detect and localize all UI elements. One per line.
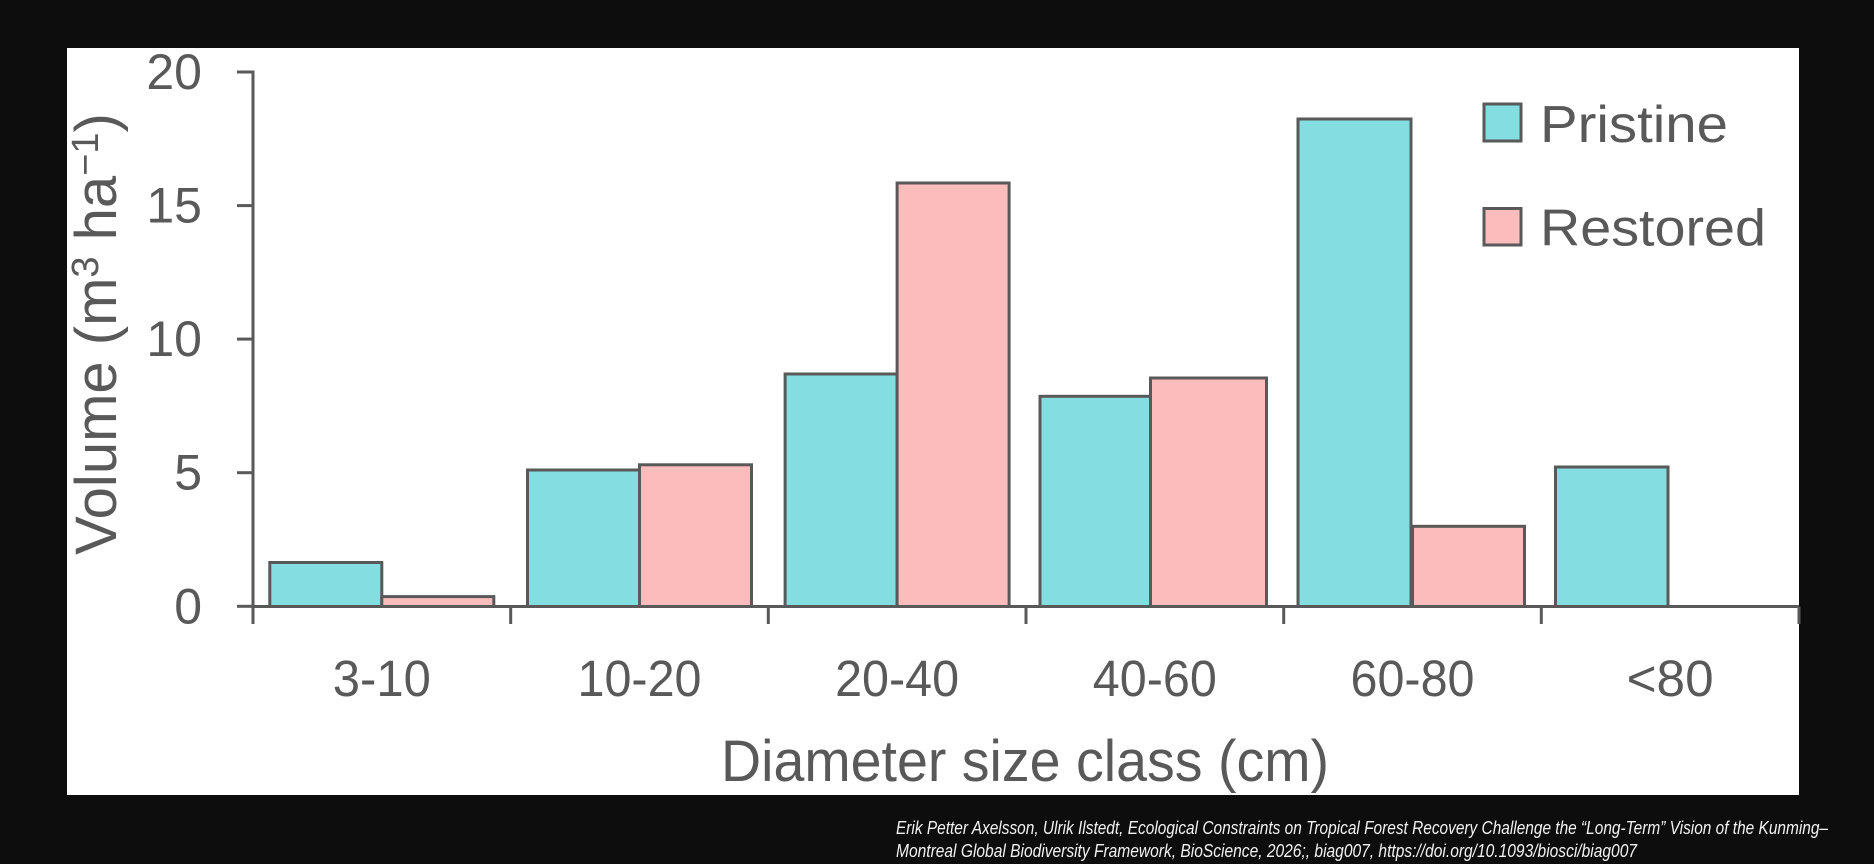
svg-text:Montreal Global Biodiversity F: Montreal Global Biodiversity Framework, … xyxy=(896,840,1638,861)
svg-text:<80: <80 xyxy=(1627,650,1714,707)
svg-text:Erik Petter Axelsson, Ulrik Il: Erik Petter Axelsson, Ulrik Ilstedt, Eco… xyxy=(896,817,1829,838)
svg-text:Volume (m3 ha−1): Volume (m3 ha−1) xyxy=(64,113,129,555)
svg-text:10-20: 10-20 xyxy=(578,650,702,707)
svg-text:40-60: 40-60 xyxy=(1093,650,1217,707)
svg-text:15: 15 xyxy=(146,178,202,234)
svg-text:Diameter size class (cm): Diameter size class (cm) xyxy=(721,729,1329,794)
svg-text:5: 5 xyxy=(174,445,202,501)
svg-text:3-10: 3-10 xyxy=(333,650,431,707)
svg-text:Restored: Restored xyxy=(1540,200,1766,258)
svg-text:60-80: 60-80 xyxy=(1351,650,1475,707)
svg-text:20-40: 20-40 xyxy=(835,650,959,707)
svg-text:0: 0 xyxy=(174,578,202,634)
svg-text:10: 10 xyxy=(146,311,202,367)
svg-text:20: 20 xyxy=(146,44,202,100)
svg-text:Pristine: Pristine xyxy=(1540,96,1728,154)
